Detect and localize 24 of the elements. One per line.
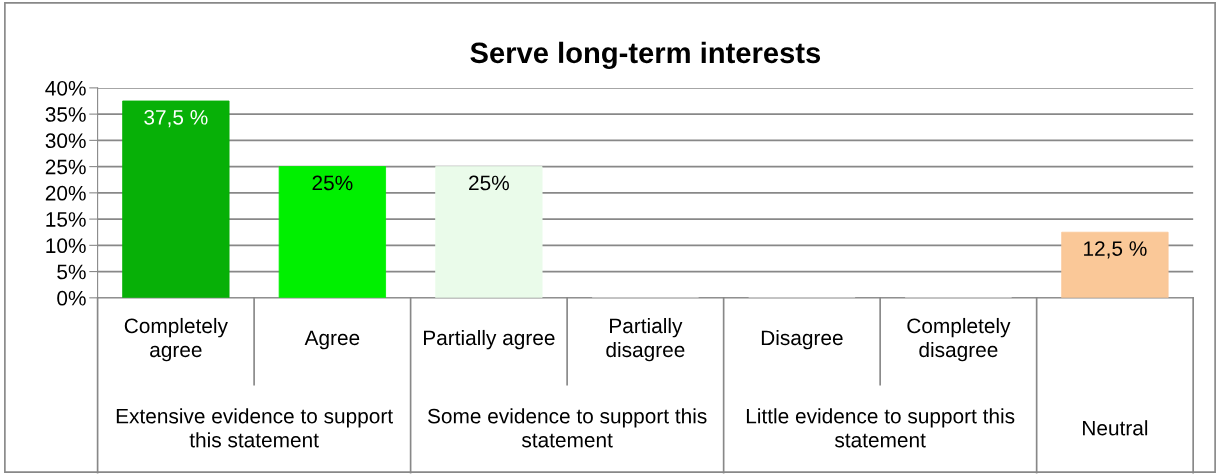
x-tick-label: Partially agree [424, 329, 555, 350]
data-label: 25% [312, 175, 353, 191]
y-tick-label: 35% [45, 107, 86, 122]
y-tick-label: 15% [46, 212, 86, 227]
x-tick-label: Completely disagree [907, 317, 1011, 362]
y-tick-label: 30% [45, 133, 86, 149]
text: Little evidence to support this statement [746, 408, 1015, 448]
data-label: 37,5 % [144, 109, 208, 128]
x-tick-label: Agree [304, 330, 360, 350]
chart-title: Serve long-term interests [470, 41, 821, 70]
data-label: 12,5 % [1084, 241, 1147, 259]
y-tick-label: 20% [45, 185, 86, 201]
y-tick-label: 10% [46, 238, 86, 254]
text: Neutral [1083, 420, 1148, 436]
x-tick-label: Disagree [761, 329, 843, 350]
y-tick-label: 5% [57, 264, 86, 280]
y-tick-label: 40% [45, 80, 86, 96]
x-tick-label: Partially disagree [606, 317, 685, 362]
y-tick-label: 0% [57, 290, 86, 306]
data-label: 25% [469, 175, 509, 191]
text: Extensive evidence to support this statement [116, 408, 393, 448]
x-tick-label: Completely agree [124, 317, 228, 362]
text: Some evidence to support this statement [427, 408, 707, 448]
y-tick-label: 25% [45, 159, 86, 175]
